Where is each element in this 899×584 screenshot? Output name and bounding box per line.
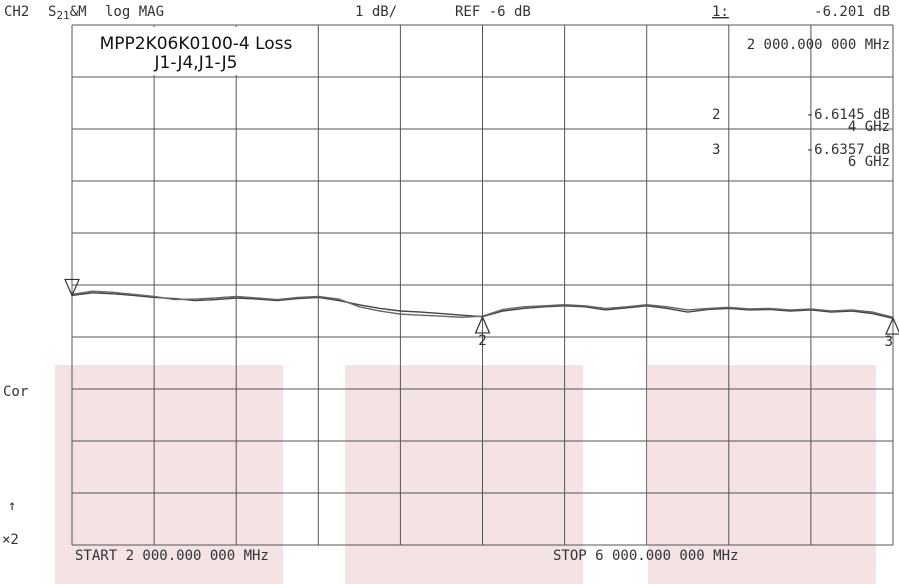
channel: CH2: [4, 4, 29, 20]
marker-readout-x: 2 000.000 000 MHz: [747, 37, 890, 53]
marker-readout-value: -6.201 dB: [814, 4, 890, 20]
stop-frequency: STOP 6 000.000 000 MHz: [553, 548, 738, 564]
reference: REF -6 dB: [455, 4, 531, 20]
factor: ×2: [2, 532, 19, 548]
legend-box: [75, 27, 317, 75]
marker-readout-label: 1:: [712, 4, 729, 20]
marker-readout-x: 6 GHz: [848, 154, 890, 170]
marker-readout-x: 4 GHz: [848, 119, 890, 135]
chart-title: MPP2K06K0100-4 Loss: [100, 34, 293, 54]
format: log MAG: [105, 4, 164, 20]
chart-subtitle: J1-J4,J1-J5: [154, 53, 238, 73]
status: Cor: [3, 384, 28, 400]
marker-label: 3: [885, 334, 893, 350]
marker-readout-label: 2: [712, 107, 720, 123]
marker-label: 2: [478, 333, 486, 349]
scale: 1 dB/: [355, 4, 397, 20]
arrow: ↑: [8, 498, 16, 514]
marker-readout-label: 3: [712, 142, 720, 158]
marker-readout-value: -6.6357 dB: [806, 142, 890, 158]
watermark: [55, 365, 876, 584]
marker-readout-value: -6.6145 dB: [806, 107, 890, 123]
marker: [885, 316, 899, 335]
marker: [64, 278, 80, 297]
marker: [474, 315, 491, 334]
start-frequency: START 2 000.000 000 MHz: [75, 548, 269, 564]
parameter: S21&M: [48, 4, 87, 22]
